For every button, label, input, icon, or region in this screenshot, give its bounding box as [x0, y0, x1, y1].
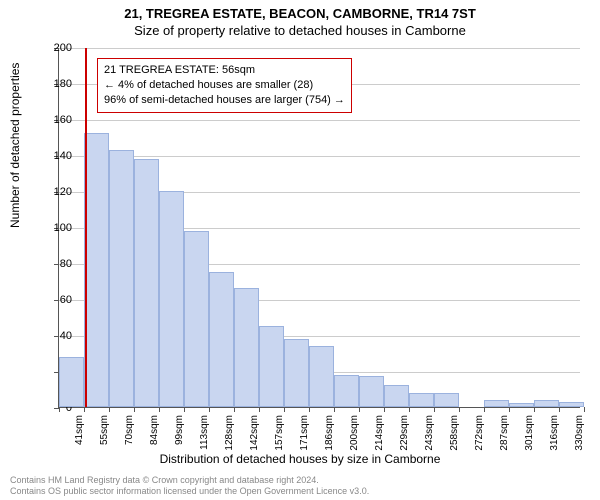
- x-tick-label: 142sqm: [249, 415, 260, 455]
- histogram-bar: [359, 376, 384, 407]
- histogram-bar: [209, 272, 234, 407]
- annotation-line: ← 4% of detached houses are smaller (28): [104, 78, 345, 93]
- x-tick-label: 41sqm: [74, 415, 85, 455]
- x-tick-mark: [384, 407, 385, 412]
- gridline: [59, 48, 580, 49]
- x-tick-label: 287sqm: [499, 415, 510, 455]
- chart-container: 21, TREGREA ESTATE, BEACON, CAMBORNE, TR…: [0, 0, 600, 500]
- x-tick-label: 128sqm: [224, 415, 235, 455]
- x-tick-mark: [534, 407, 535, 412]
- histogram-bar: [409, 393, 434, 407]
- x-tick-mark: [509, 407, 510, 412]
- x-tick-mark: [309, 407, 310, 412]
- histogram-bar: [59, 357, 84, 407]
- x-tick-mark: [434, 407, 435, 412]
- y-tick-label: 160: [42, 114, 72, 126]
- histogram-bar: [134, 159, 159, 407]
- y-tick-label: 40: [42, 330, 72, 342]
- x-axis-label: Distribution of detached houses by size …: [0, 452, 600, 466]
- y-tick-label: 100: [42, 222, 72, 234]
- x-tick-mark: [459, 407, 460, 412]
- gridline: [59, 156, 580, 157]
- chart-title-sub: Size of property relative to detached ho…: [0, 21, 600, 38]
- x-tick-label: 272sqm: [474, 415, 485, 455]
- x-tick-label: 258sqm: [449, 415, 460, 455]
- x-tick-mark: [559, 407, 560, 412]
- footer-line2: Contains OS public sector information li…: [10, 486, 369, 497]
- x-tick-label: 316sqm: [549, 415, 560, 455]
- x-tick-mark: [259, 407, 260, 412]
- x-tick-label: 200sqm: [349, 415, 360, 455]
- histogram-bar: [434, 393, 459, 407]
- y-tick-label: 120: [42, 186, 72, 198]
- histogram-bar: [384, 385, 409, 407]
- x-tick-mark: [84, 407, 85, 412]
- x-tick-label: 229sqm: [399, 415, 410, 455]
- gridline: [59, 120, 580, 121]
- x-tick-mark: [209, 407, 210, 412]
- x-tick-mark: [134, 407, 135, 412]
- x-tick-mark: [409, 407, 410, 412]
- x-tick-label: 186sqm: [324, 415, 335, 455]
- annotation-line: 96% of semi-detached houses are larger (…: [104, 93, 345, 108]
- chart-title-main: 21, TREGREA ESTATE, BEACON, CAMBORNE, TR…: [0, 0, 600, 21]
- x-tick-label: 84sqm: [149, 415, 160, 455]
- x-tick-mark: [234, 407, 235, 412]
- histogram-bar: [259, 326, 284, 407]
- property-annotation: 21 TREGREA ESTATE: 56sqm← 4% of detached…: [97, 58, 352, 113]
- x-tick-mark: [359, 407, 360, 412]
- footer: Contains HM Land Registry data © Crown c…: [10, 475, 369, 497]
- histogram-bar: [309, 346, 334, 407]
- histogram-bar: [484, 400, 509, 407]
- x-tick-mark: [159, 407, 160, 412]
- x-tick-label: 55sqm: [99, 415, 110, 455]
- histogram-bar: [284, 339, 309, 407]
- x-tick-label: 99sqm: [174, 415, 185, 455]
- histogram-bar: [559, 402, 584, 407]
- x-tick-label: 243sqm: [424, 415, 435, 455]
- annotation-line: 21 TREGREA ESTATE: 56sqm: [104, 63, 345, 78]
- histogram-bar: [534, 400, 559, 407]
- y-tick-label: 180: [42, 78, 72, 90]
- plot-area: 41sqm55sqm70sqm84sqm99sqm113sqm128sqm142…: [58, 48, 580, 408]
- x-tick-mark: [584, 407, 585, 412]
- x-tick-label: 171sqm: [299, 415, 310, 455]
- x-tick-label: 70sqm: [124, 415, 135, 455]
- x-tick-mark: [334, 407, 335, 412]
- histogram-bar: [509, 403, 534, 407]
- x-tick-label: 301sqm: [524, 415, 535, 455]
- y-tick-label: 200: [42, 42, 72, 54]
- x-tick-label: 330sqm: [574, 415, 585, 455]
- histogram-bar: [234, 288, 259, 407]
- histogram-bar: [184, 231, 209, 407]
- x-tick-label: 157sqm: [274, 415, 285, 455]
- x-tick-mark: [109, 407, 110, 412]
- footer-line1: Contains HM Land Registry data © Crown c…: [10, 475, 369, 486]
- x-tick-mark: [484, 407, 485, 412]
- y-tick-label: 60: [42, 294, 72, 306]
- y-tick-label: 140: [42, 150, 72, 162]
- x-tick-mark: [184, 407, 185, 412]
- histogram-bar: [84, 133, 109, 407]
- x-tick-label: 113sqm: [199, 415, 210, 455]
- x-tick-label: 214sqm: [374, 415, 385, 455]
- histogram-bar: [109, 150, 134, 407]
- plot-area-wrap: 41sqm55sqm70sqm84sqm99sqm113sqm128sqm142…: [58, 48, 580, 408]
- y-tick-label: 80: [42, 258, 72, 270]
- histogram-bar: [334, 375, 359, 407]
- histogram-bar: [159, 191, 184, 407]
- property-marker-line: [85, 48, 87, 407]
- x-tick-mark: [284, 407, 285, 412]
- y-axis-label: Number of detached properties: [8, 63, 22, 228]
